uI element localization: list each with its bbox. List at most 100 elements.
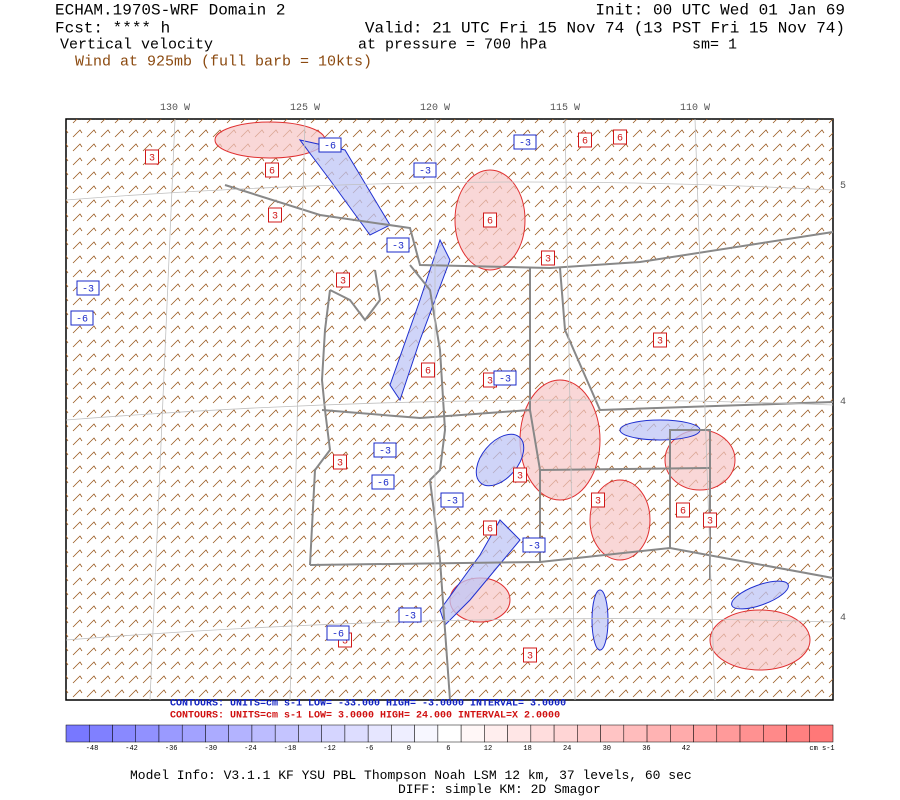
colorbar-swatch bbox=[763, 724, 787, 743]
contour-label: 3 bbox=[595, 497, 601, 508]
colorbar-swatch bbox=[670, 724, 694, 743]
title: ECHAM.1970S-WRF Domain 2 bbox=[55, 1, 285, 19]
longitude-label: 125 W bbox=[290, 103, 320, 114]
colorbar-label: -30 bbox=[204, 745, 217, 753]
contour-label: -3 bbox=[379, 447, 391, 458]
colorbar-label: 24 bbox=[563, 745, 571, 753]
contour-label-box bbox=[70, 310, 94, 326]
contour-label-box bbox=[523, 647, 537, 663]
contour-label: -3 bbox=[419, 167, 431, 178]
colorbar-swatch bbox=[367, 724, 392, 743]
forecast-hour: Fcst: **** h bbox=[55, 19, 170, 37]
contour-label-box bbox=[336, 272, 350, 288]
colorbar-swatch bbox=[623, 724, 648, 743]
longitude-label: 115 W bbox=[550, 103, 580, 114]
contour-label-box bbox=[591, 492, 605, 508]
contour-label-box bbox=[371, 474, 395, 490]
colorbar: -48 -42 -36 -30 -24 -18 -12 -6 0 6 12 18 24 30 36 42 cm … bbox=[65, 724, 835, 753]
model-info: Model Info: V3.1.1 KF YSU PBL Thompson N… bbox=[130, 768, 692, 783]
colorbar-swatch bbox=[507, 724, 532, 743]
colorbar-label: 12 bbox=[484, 745, 492, 753]
contour-label-box bbox=[613, 129, 627, 145]
colorbar-swatch bbox=[251, 724, 276, 743]
political-boundaries bbox=[224, 184, 834, 701]
contour-label: 3 bbox=[527, 652, 533, 663]
colorbar-swatch bbox=[716, 724, 741, 743]
contour-label-box bbox=[513, 134, 537, 150]
longitude-label: 110 W bbox=[680, 103, 710, 114]
contour-label-box bbox=[76, 280, 100, 296]
contour-label-box bbox=[265, 162, 279, 178]
contour-label: -3 bbox=[392, 242, 404, 253]
contour-label-box bbox=[398, 607, 422, 623]
contour-label: 3 bbox=[545, 255, 551, 266]
colorbar-label: 0 bbox=[407, 745, 411, 753]
pressure-level: at pressure = 700 hPa bbox=[358, 37, 547, 54]
wind-caption: Wind at 925mb (full barb = 10kts) bbox=[75, 54, 372, 71]
contour-label-box bbox=[483, 212, 497, 228]
contour-label: 3 bbox=[487, 377, 493, 388]
contour-label: 6 bbox=[680, 507, 686, 518]
colorbar-swatch bbox=[112, 724, 136, 743]
colorbar-swatch bbox=[135, 724, 160, 743]
smoothing: sm= 1 bbox=[692, 37, 737, 54]
colorbar-swatch bbox=[228, 724, 253, 743]
longitude-label: 120 W bbox=[420, 103, 450, 114]
diff-info: DIFF: simple KM: 2D Smagor bbox=[398, 782, 601, 797]
valid-time: Valid: 21 UTC Fri 15 Nov 74 (13 PST Fri … bbox=[365, 19, 845, 37]
colorbar-label: -18 bbox=[284, 745, 297, 753]
colorbar-label: -6 bbox=[365, 745, 373, 753]
colorbar-units: cm s-1 bbox=[809, 745, 834, 753]
colorbar-label: 42 bbox=[682, 745, 690, 753]
contour-label-box bbox=[483, 520, 497, 536]
latitude-label: 5 bbox=[840, 181, 846, 192]
contour-label-box bbox=[522, 537, 546, 553]
contour-label-box bbox=[373, 442, 397, 458]
colorbar-swatch bbox=[437, 724, 462, 743]
contour-label: -6 bbox=[377, 479, 389, 490]
latitude-label: 4 bbox=[840, 613, 846, 624]
colorbar-swatch bbox=[274, 724, 299, 743]
colorbar-label: 36 bbox=[642, 745, 650, 753]
colorbar-swatch bbox=[600, 724, 625, 743]
colorbar-swatch bbox=[786, 724, 811, 743]
colorbar-swatch bbox=[158, 724, 183, 743]
colorbar-swatch bbox=[530, 724, 555, 743]
contour-label: -3 bbox=[528, 542, 540, 553]
colorbar-swatch bbox=[577, 724, 601, 743]
contour-label: 6 bbox=[582, 137, 588, 148]
colorbar-label: 30 bbox=[603, 745, 611, 753]
contour-label: -3 bbox=[499, 375, 511, 386]
blue-contour-info: CONTOURS: UNITS=cm s-1 LOW= -33.000 HIGH… bbox=[170, 699, 566, 710]
contour-label-box bbox=[578, 132, 592, 148]
contour-label-box bbox=[541, 250, 555, 266]
contour-label-box bbox=[145, 149, 159, 165]
colorbar-swatch bbox=[344, 724, 369, 743]
contour-label: 6 bbox=[487, 525, 493, 536]
longitude-label: 130 W bbox=[160, 103, 190, 114]
colorbar-swatch bbox=[809, 724, 834, 743]
contour-label: -3 bbox=[446, 497, 458, 508]
contour-label: 6 bbox=[487, 217, 493, 228]
field-name: Vertical velocity bbox=[60, 37, 213, 54]
colorbar-swatch bbox=[298, 724, 322, 743]
contour-label-box bbox=[440, 492, 464, 508]
colorbar-swatch bbox=[65, 724, 90, 743]
colorbar-swatch bbox=[414, 724, 439, 743]
colorbar-swatch bbox=[205, 724, 229, 743]
colorbar-swatch bbox=[693, 724, 718, 743]
contour-label-box bbox=[386, 237, 410, 253]
colorbar-swatch bbox=[553, 724, 578, 743]
contour-label: -3 bbox=[404, 612, 416, 623]
contour-label-box bbox=[493, 370, 517, 386]
red-contour-info: CONTOURS: UNITS=cm s-1 LOW= 3.0000 HIGH=… bbox=[170, 711, 560, 722]
contour-label: 6 bbox=[425, 367, 431, 378]
contour-label: 3 bbox=[272, 212, 278, 223]
colorbar-swatch bbox=[88, 724, 113, 743]
contour-label: 3 bbox=[657, 337, 663, 348]
contour-label-box bbox=[676, 502, 690, 518]
contour-label: 3 bbox=[517, 472, 523, 483]
contour-label: -6 bbox=[324, 142, 336, 153]
